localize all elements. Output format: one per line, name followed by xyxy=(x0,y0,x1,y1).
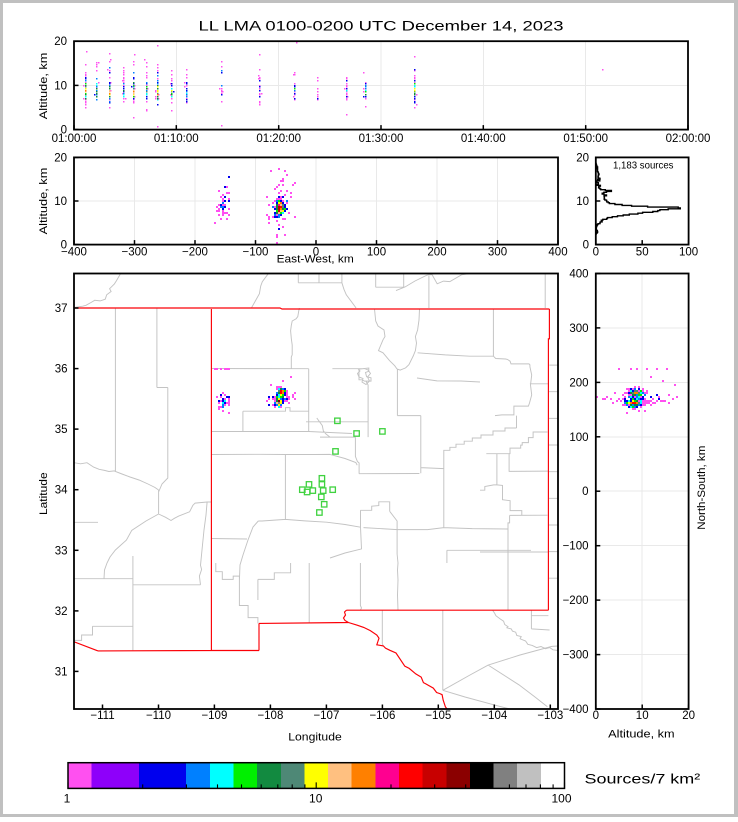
svg-text:Longitude: Longitude xyxy=(288,732,342,744)
svg-text:300: 300 xyxy=(569,323,588,335)
svg-text:01:20:00: 01:20:00 xyxy=(256,133,301,145)
svg-text:10: 10 xyxy=(54,80,67,92)
svg-text:01:10:00: 01:10:00 xyxy=(154,133,199,145)
svg-text:Altitude, km: Altitude, km xyxy=(608,729,674,741)
svg-text:−104: −104 xyxy=(481,710,508,722)
svg-text:0: 0 xyxy=(582,486,588,498)
svg-text:100: 100 xyxy=(569,432,588,444)
svg-text:−300: −300 xyxy=(122,247,148,259)
svg-text:−400: −400 xyxy=(61,247,87,259)
svg-text:100: 100 xyxy=(551,791,571,805)
svg-text:20: 20 xyxy=(682,710,695,722)
svg-text:0: 0 xyxy=(593,247,599,259)
svg-text:0: 0 xyxy=(61,240,67,252)
svg-text:−200: −200 xyxy=(563,595,589,607)
svg-text:31: 31 xyxy=(55,666,68,678)
svg-text:−103: −103 xyxy=(537,710,563,722)
svg-text:01:30:00: 01:30:00 xyxy=(359,133,404,145)
svg-text:Altitude, km: Altitude, km xyxy=(38,53,50,120)
svg-text:01:00:00: 01:00:00 xyxy=(52,133,97,145)
svg-text:20: 20 xyxy=(54,36,67,48)
svg-text:Latitude: Latitude xyxy=(38,472,50,515)
svg-text:−300: −300 xyxy=(563,650,589,662)
svg-text:32: 32 xyxy=(55,606,68,618)
svg-text:10: 10 xyxy=(636,710,649,722)
svg-text:0: 0 xyxy=(583,240,589,252)
svg-text:34: 34 xyxy=(55,485,68,497)
svg-text:0: 0 xyxy=(593,710,599,722)
svg-text:Altitude, km: Altitude, km xyxy=(38,168,50,235)
svg-text:−109: −109 xyxy=(201,710,227,722)
svg-text:50: 50 xyxy=(636,247,649,259)
svg-text:100: 100 xyxy=(367,247,386,259)
svg-text:100: 100 xyxy=(679,247,698,259)
svg-text:200: 200 xyxy=(427,247,446,259)
svg-text:1: 1 xyxy=(64,791,71,805)
svg-text:−200: −200 xyxy=(182,247,208,259)
svg-text:−100: −100 xyxy=(243,247,269,259)
svg-text:−400: −400 xyxy=(563,704,589,716)
svg-text:01:50:00: 01:50:00 xyxy=(563,133,608,145)
svg-text:10: 10 xyxy=(576,196,589,208)
svg-text:1,183 sources: 1,183 sources xyxy=(613,161,674,172)
svg-text:33: 33 xyxy=(55,545,68,557)
svg-text:−100: −100 xyxy=(563,541,589,553)
svg-text:20: 20 xyxy=(576,152,589,164)
svg-text:LL LMA 0100-0200 UTC December: LL LMA 0100-0200 UTC December 14, 2023 xyxy=(199,18,564,34)
svg-text:400: 400 xyxy=(569,269,588,281)
svg-text:North-South, km: North-South, km xyxy=(696,446,708,530)
svg-text:02:00:00: 02:00:00 xyxy=(666,133,711,145)
svg-text:01:40:00: 01:40:00 xyxy=(461,133,506,145)
svg-text:400: 400 xyxy=(548,247,567,259)
svg-text:−108: −108 xyxy=(257,710,283,722)
svg-text:10: 10 xyxy=(54,196,67,208)
svg-text:0: 0 xyxy=(61,125,67,137)
svg-text:20: 20 xyxy=(54,152,67,164)
svg-text:36: 36 xyxy=(55,364,68,376)
svg-text:37: 37 xyxy=(55,303,68,315)
svg-text:−107: −107 xyxy=(313,710,339,722)
svg-text:200: 200 xyxy=(569,377,588,389)
svg-text:Sources/7 km²: Sources/7 km² xyxy=(585,772,701,788)
svg-text:East-West, km: East-West, km xyxy=(277,254,354,266)
svg-text:0: 0 xyxy=(313,247,319,259)
svg-text:300: 300 xyxy=(488,247,507,259)
svg-text:−106: −106 xyxy=(369,710,395,722)
svg-text:10: 10 xyxy=(309,791,323,805)
svg-text:35: 35 xyxy=(55,424,68,436)
svg-text:−110: −110 xyxy=(146,710,171,722)
svg-text:−111: −111 xyxy=(90,710,114,722)
svg-text:−105: −105 xyxy=(425,710,451,722)
